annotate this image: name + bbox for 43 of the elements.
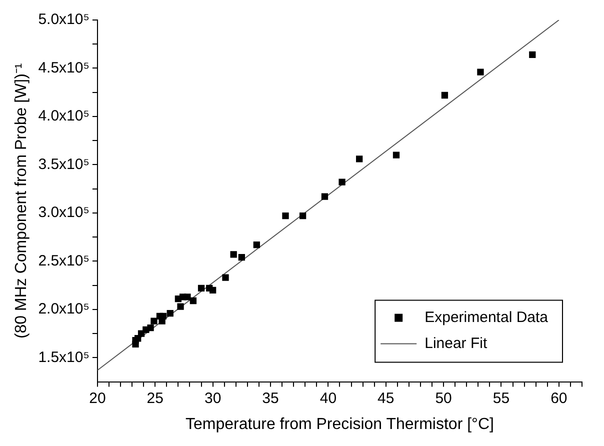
y-tick-label: 3.0x10⁵	[38, 204, 90, 222]
point	[184, 294, 191, 300]
point	[441, 92, 448, 99]
point	[209, 286, 216, 294]
point	[147, 324, 154, 332]
point	[198, 284, 205, 292]
x-axis-title: Temperature from Precision Thermistor [°C]	[186, 416, 494, 433]
point	[529, 51, 536, 58]
point	[160, 312, 167, 320]
x-tick-label: 50	[435, 390, 452, 407]
y-axis-title: (80 MHz Component from Probe [W])⁻¹	[13, 63, 30, 339]
point	[230, 251, 237, 258]
x-tick-label: 40	[320, 390, 337, 407]
point	[321, 193, 328, 200]
point	[190, 297, 197, 304]
point	[253, 241, 260, 248]
legend-label: Linear Fit	[424, 334, 488, 352]
point	[177, 303, 184, 310]
y-tick-label: 4.5x10⁵	[38, 59, 90, 76]
point	[356, 156, 363, 162]
point	[282, 212, 289, 220]
x-tick-label: 45	[378, 390, 394, 407]
point	[238, 254, 245, 261]
legend-label: Experimental Data	[424, 308, 549, 326]
x-tick-label: 35	[262, 390, 279, 407]
y-tick-label: 2.0x10⁵	[38, 300, 90, 318]
point	[338, 178, 346, 186]
y-tick-label: 3.5x10⁵	[38, 156, 90, 173]
y-tick-label: 1.5x10⁵	[38, 348, 90, 366]
x-tick-label: 20	[89, 390, 106, 407]
x-tick-label: 60	[550, 390, 568, 407]
y-tick-label: 4.0x10⁵	[38, 108, 90, 125]
x-tick-label: 55	[492, 390, 510, 407]
point	[299, 212, 306, 220]
point	[477, 68, 484, 76]
point	[392, 152, 400, 158]
point	[150, 318, 158, 324]
x-tick-label: 25	[146, 390, 164, 407]
x-tick-label: 30	[204, 390, 222, 407]
point	[222, 274, 229, 281]
y-tick-label: 5.0x10⁵	[38, 11, 90, 28]
y-tick-label: 2.5x10⁵	[38, 252, 90, 270]
point	[166, 310, 174, 317]
